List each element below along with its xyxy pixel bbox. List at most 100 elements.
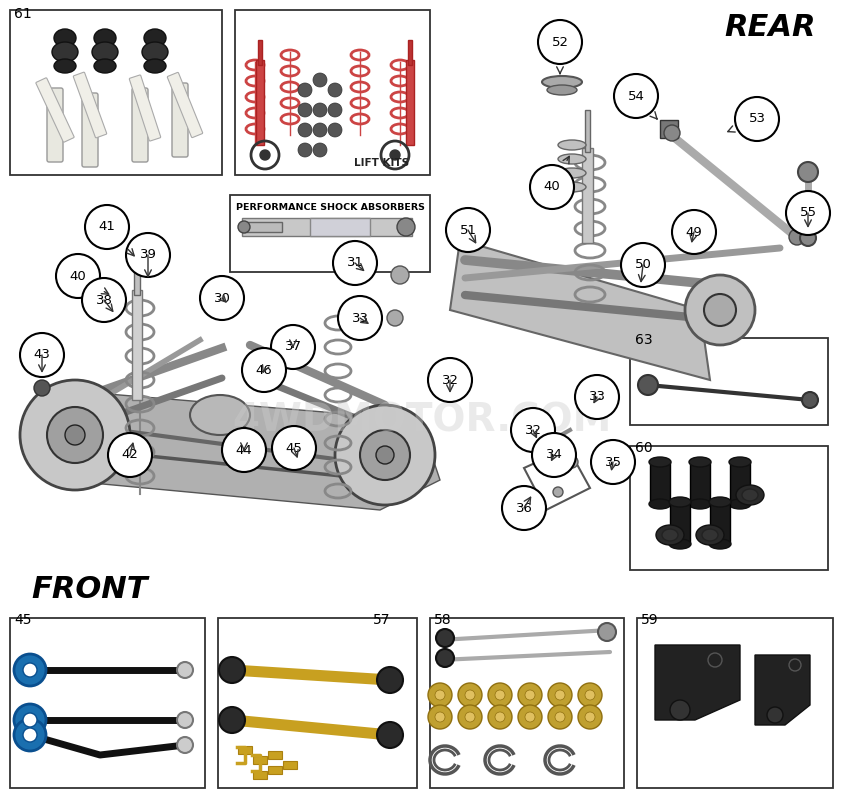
Circle shape: [14, 654, 46, 686]
Circle shape: [621, 243, 665, 287]
Text: 52: 52: [551, 35, 568, 49]
Ellipse shape: [52, 42, 78, 62]
Text: 55: 55: [799, 206, 817, 220]
Text: 50: 50: [635, 259, 652, 272]
Text: 61: 61: [14, 7, 32, 21]
Circle shape: [789, 229, 805, 245]
Ellipse shape: [729, 499, 751, 509]
Text: 4WDMOTOR.COM: 4WDMOTOR.COM: [232, 401, 611, 439]
Circle shape: [428, 358, 472, 402]
Text: 30: 30: [213, 292, 230, 304]
FancyBboxPatch shape: [73, 72, 107, 137]
Ellipse shape: [144, 59, 166, 73]
Ellipse shape: [92, 42, 118, 62]
Ellipse shape: [558, 182, 586, 192]
Bar: [310, 218, 370, 236]
Circle shape: [735, 97, 779, 141]
FancyBboxPatch shape: [82, 93, 98, 167]
Circle shape: [598, 623, 616, 641]
Bar: [268, 751, 282, 759]
Circle shape: [530, 165, 574, 209]
Circle shape: [34, 380, 50, 396]
Bar: [242, 218, 412, 236]
Circle shape: [298, 103, 312, 117]
Text: 43: 43: [34, 348, 51, 361]
Text: 45: 45: [286, 442, 303, 455]
Circle shape: [800, 230, 816, 246]
Circle shape: [23, 713, 37, 727]
Circle shape: [532, 433, 576, 477]
Ellipse shape: [696, 525, 724, 545]
Circle shape: [672, 210, 716, 254]
Bar: [253, 756, 267, 764]
Circle shape: [328, 83, 342, 97]
Circle shape: [177, 737, 193, 753]
Circle shape: [362, 317, 378, 333]
Circle shape: [177, 712, 193, 728]
Circle shape: [313, 103, 327, 117]
Circle shape: [488, 683, 512, 707]
Text: 34: 34: [545, 448, 562, 462]
Circle shape: [428, 705, 452, 729]
Bar: [253, 771, 267, 779]
Circle shape: [219, 707, 245, 733]
Ellipse shape: [662, 529, 678, 541]
Bar: [637, 618, 833, 788]
Circle shape: [502, 486, 546, 530]
Circle shape: [108, 433, 152, 477]
Bar: [132, 290, 142, 400]
Circle shape: [298, 123, 312, 137]
Circle shape: [548, 683, 572, 707]
Bar: [408, 40, 412, 65]
Ellipse shape: [94, 29, 116, 47]
Ellipse shape: [729, 457, 751, 467]
Ellipse shape: [142, 42, 168, 62]
Text: REAR: REAR: [724, 14, 816, 42]
Bar: [585, 110, 590, 152]
Circle shape: [578, 705, 602, 729]
Circle shape: [82, 278, 126, 322]
Circle shape: [333, 241, 377, 285]
Ellipse shape: [689, 499, 711, 509]
Bar: [230, 195, 430, 272]
Circle shape: [14, 719, 46, 751]
Bar: [406, 60, 414, 145]
Ellipse shape: [669, 497, 691, 507]
Bar: [238, 448, 252, 466]
Circle shape: [397, 218, 415, 236]
Circle shape: [585, 690, 595, 700]
Text: 46: 46: [255, 364, 272, 376]
Circle shape: [575, 375, 619, 419]
Circle shape: [20, 380, 130, 490]
Circle shape: [685, 275, 755, 345]
Circle shape: [555, 690, 565, 700]
Circle shape: [177, 662, 193, 678]
Circle shape: [578, 683, 602, 707]
Circle shape: [271, 325, 315, 369]
Circle shape: [298, 83, 312, 97]
Ellipse shape: [709, 497, 731, 507]
Circle shape: [638, 375, 658, 395]
Ellipse shape: [649, 457, 671, 467]
Text: 41: 41: [99, 221, 115, 233]
Text: 63: 63: [635, 333, 652, 347]
Ellipse shape: [238, 221, 250, 233]
Circle shape: [260, 150, 270, 160]
Circle shape: [614, 74, 658, 118]
Circle shape: [436, 649, 454, 667]
Ellipse shape: [742, 489, 758, 501]
Circle shape: [85, 205, 129, 249]
Circle shape: [548, 705, 572, 729]
Text: 49: 49: [685, 225, 702, 238]
Circle shape: [200, 276, 244, 320]
Text: 58: 58: [434, 613, 452, 627]
Polygon shape: [655, 645, 740, 720]
Circle shape: [495, 690, 505, 700]
Ellipse shape: [558, 168, 586, 178]
Text: 40: 40: [70, 269, 86, 283]
FancyBboxPatch shape: [132, 88, 148, 162]
Text: PERFORMANCE SHOCK ABSORBERS: PERFORMANCE SHOCK ABSORBERS: [235, 203, 424, 212]
Circle shape: [591, 440, 635, 484]
Circle shape: [786, 191, 830, 235]
Bar: [283, 761, 297, 769]
